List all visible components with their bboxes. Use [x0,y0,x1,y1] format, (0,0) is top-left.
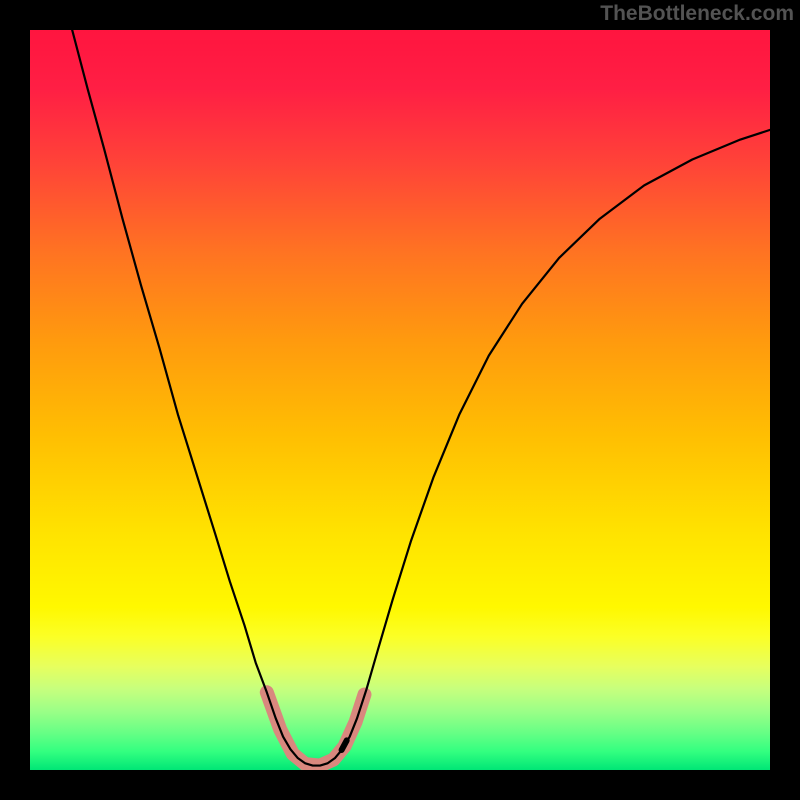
plot-svg [30,30,770,770]
plot-area [30,30,770,770]
gradient-rect [30,30,770,770]
watermark-text: TheBottleneck.com [600,2,794,26]
chart-container: TheBottleneck.com [0,0,800,800]
